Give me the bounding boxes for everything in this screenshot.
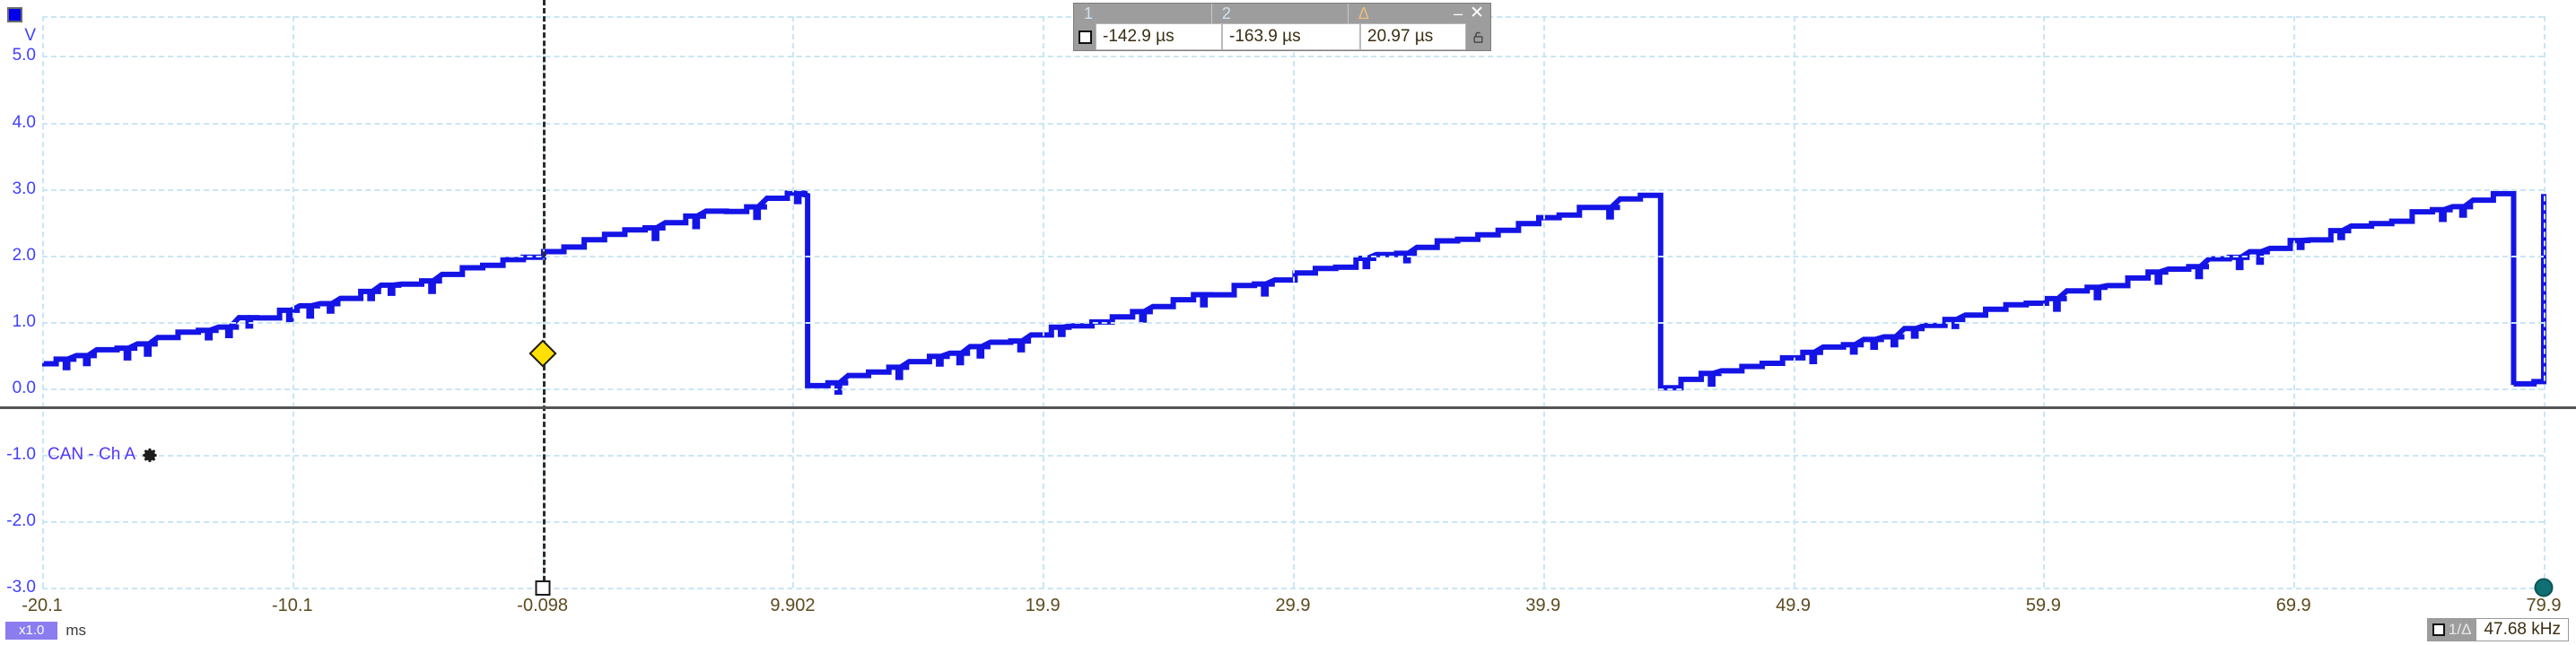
y-axis-tick-label: 0.0 — [12, 378, 36, 397]
frequency-readout-value: 47.68 kHz — [2476, 619, 2568, 641]
measurement-header-2: 2 — [1212, 4, 1349, 23]
x-axis-tick-label: 69.9 — [2275, 596, 2311, 615]
channel-caption[interactable]: CAN - Ch A — [48, 445, 159, 465]
x-axis-tick-label: 59.9 — [2025, 596, 2061, 615]
timebase-control[interactable]: x1.0 ms — [5, 622, 86, 640]
measurement-panel-body: -142.9 µs -163.9 µs 20.97 µs — [1074, 23, 1490, 50]
close-icon[interactable]: ✕ — [1470, 4, 1484, 22]
frequency-readout[interactable]: 1/Δ 47.68 kHz — [2426, 618, 2569, 641]
gear-icon[interactable] — [142, 447, 159, 464]
checkbox-icon[interactable] — [2432, 623, 2445, 636]
y-axis-tick-label: 2.0 — [12, 245, 36, 265]
x-axis-tick-label: 9.902 — [770, 596, 816, 615]
measurement-panel-header: 1 2 Δ – ✕ — [1074, 4, 1490, 23]
lock-icon[interactable] — [1466, 23, 1490, 50]
ground-baseline — [0, 405, 2576, 409]
x-axis-tick-label: -0.098 — [517, 596, 568, 615]
x-axis-tick-label: 29.9 — [1275, 596, 1311, 615]
y-axis-tick-label: 4.0 — [12, 112, 36, 132]
measurement-value-1[interactable]: -142.9 µs — [1096, 23, 1222, 50]
x-axis-tick-label: 19.9 — [1025, 596, 1061, 615]
y-axis-tick-label: 3.0 — [12, 179, 36, 198]
measurement-panel[interactable]: 1 2 Δ – ✕ -142.9 µs -163.9 µs 20.97 µs — [1073, 3, 1491, 51]
x-axis-tick-label: 49.9 — [1776, 596, 1812, 615]
timebase-multiplier-badge[interactable]: x1.0 — [5, 622, 58, 640]
time-cursor-handle[interactable] — [535, 580, 551, 596]
y-axis-tick-label: -1.0 — [6, 444, 36, 464]
x-axis-tick-label: 79.9 — [2526, 596, 2562, 615]
minimize-icon[interactable]: – — [1454, 4, 1463, 22]
waveform-trace — [42, 16, 2544, 588]
y-axis-tick-label: -2.0 — [6, 510, 36, 530]
x-axis-tick-label: -10.1 — [272, 596, 313, 615]
waveform-plot-area[interactable] — [42, 16, 2544, 589]
waveform-path — [42, 193, 2544, 392]
channel-color-swatch[interactable] — [7, 7, 22, 22]
y-axis-tick-label: 1.0 — [12, 311, 36, 331]
measurement-value-2[interactable]: -163.9 µs — [1222, 23, 1360, 50]
frequency-readout-label[interactable]: 1/Δ — [2427, 619, 2477, 641]
measurement-value-delta[interactable]: 20.97 µs — [1360, 23, 1466, 50]
time-cursor-line[interactable] — [542, 0, 546, 589]
frequency-readout-label-text: 1/Δ — [2448, 621, 2472, 638]
gridline-horizontal — [42, 588, 2544, 589]
x-axis-tick-label: -20.1 — [22, 596, 63, 615]
measurement-header-delta: Δ — [1358, 4, 1369, 22]
y-axis-tick-label: 5.0 — [12, 46, 36, 65]
y-axis-unit-label: V — [24, 26, 36, 46]
measurement-header-1: 1 — [1074, 4, 1212, 23]
window-buttons: – ✕ — [1454, 4, 1490, 23]
channel-caption-label: CAN - Ch A — [48, 445, 136, 464]
x-axis-unit-label: ms — [65, 622, 87, 639]
y-axis-tick-label: -3.0 — [6, 578, 36, 597]
end-range-marker[interactable] — [2534, 578, 2554, 597]
measurement-checkbox[interactable] — [1074, 23, 1096, 50]
x-axis-tick-label: 39.9 — [1525, 596, 1561, 615]
